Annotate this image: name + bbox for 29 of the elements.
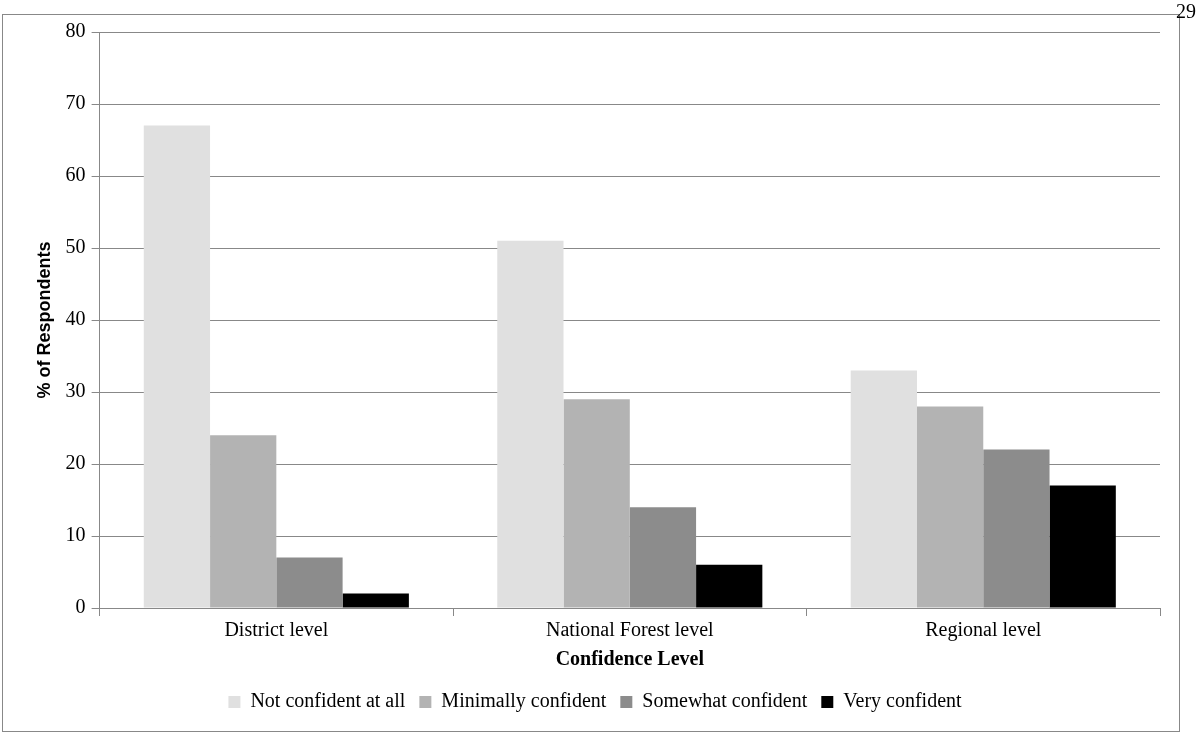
y-tick-label: 70	[65, 91, 86, 114]
y-axis-title: % of Respondents	[33, 241, 54, 399]
x-axis-title: Confidence Level	[555, 647, 705, 670]
bar	[850, 370, 917, 608]
bar	[563, 399, 630, 608]
y-tick-label: 60	[65, 163, 86, 186]
x-tick-label: National Forest level	[545, 618, 715, 641]
text: 29	[1176, 0, 1196, 23]
legend-label: Minimally confident	[441, 689, 607, 713]
bar	[1049, 485, 1116, 608]
bar	[210, 435, 277, 608]
bar	[276, 557, 343, 608]
y-tick-label: 50	[65, 235, 86, 258]
y-tick-label: 80	[65, 19, 86, 42]
x-tick-label: District level	[224, 618, 329, 641]
bar	[342, 593, 409, 608]
y-tick-label: 0	[75, 595, 86, 618]
x-tick-label: Regional level	[925, 618, 1042, 642]
legend-label: Somewhat confident	[642, 689, 808, 712]
y-tick-label: 10	[65, 523, 86, 546]
bar	[916, 406, 984, 608]
legend-label: Not confident at all	[250, 689, 406, 712]
legend-label: Very confident	[843, 689, 963, 713]
y-tick-label: 40	[65, 307, 86, 330]
y-tick-label: 20	[65, 451, 86, 474]
bar	[497, 240, 564, 608]
bar	[696, 564, 763, 608]
y-tick-label: 30	[65, 379, 86, 402]
bar	[143, 125, 211, 608]
